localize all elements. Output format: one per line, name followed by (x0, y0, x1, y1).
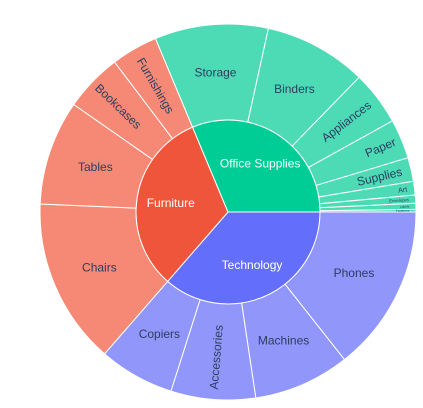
label-office-supplies: Office Supplies (220, 157, 301, 171)
label-technology: Technology (222, 258, 283, 272)
segment-fasteners[interactable] (319, 208, 417, 213)
label-phones: Phones (334, 266, 375, 280)
label-envelopes: Envelopes (389, 197, 409, 203)
label-chairs: Chairs (82, 260, 117, 274)
label-art: Art (398, 185, 408, 195)
label-labels: Labels (400, 205, 410, 209)
segment-layer (39, 23, 417, 401)
label-copiers: Copiers (139, 327, 180, 341)
label-binders: Binders (274, 82, 315, 96)
label-machines: Machines (258, 333, 309, 347)
label-fasteners: Fasteners (396, 209, 410, 213)
label-furniture: Furniture (147, 196, 195, 210)
label-storage: Storage (194, 66, 236, 80)
label-tables: Tables (78, 160, 113, 174)
label-accessories: Accessories (207, 324, 226, 390)
